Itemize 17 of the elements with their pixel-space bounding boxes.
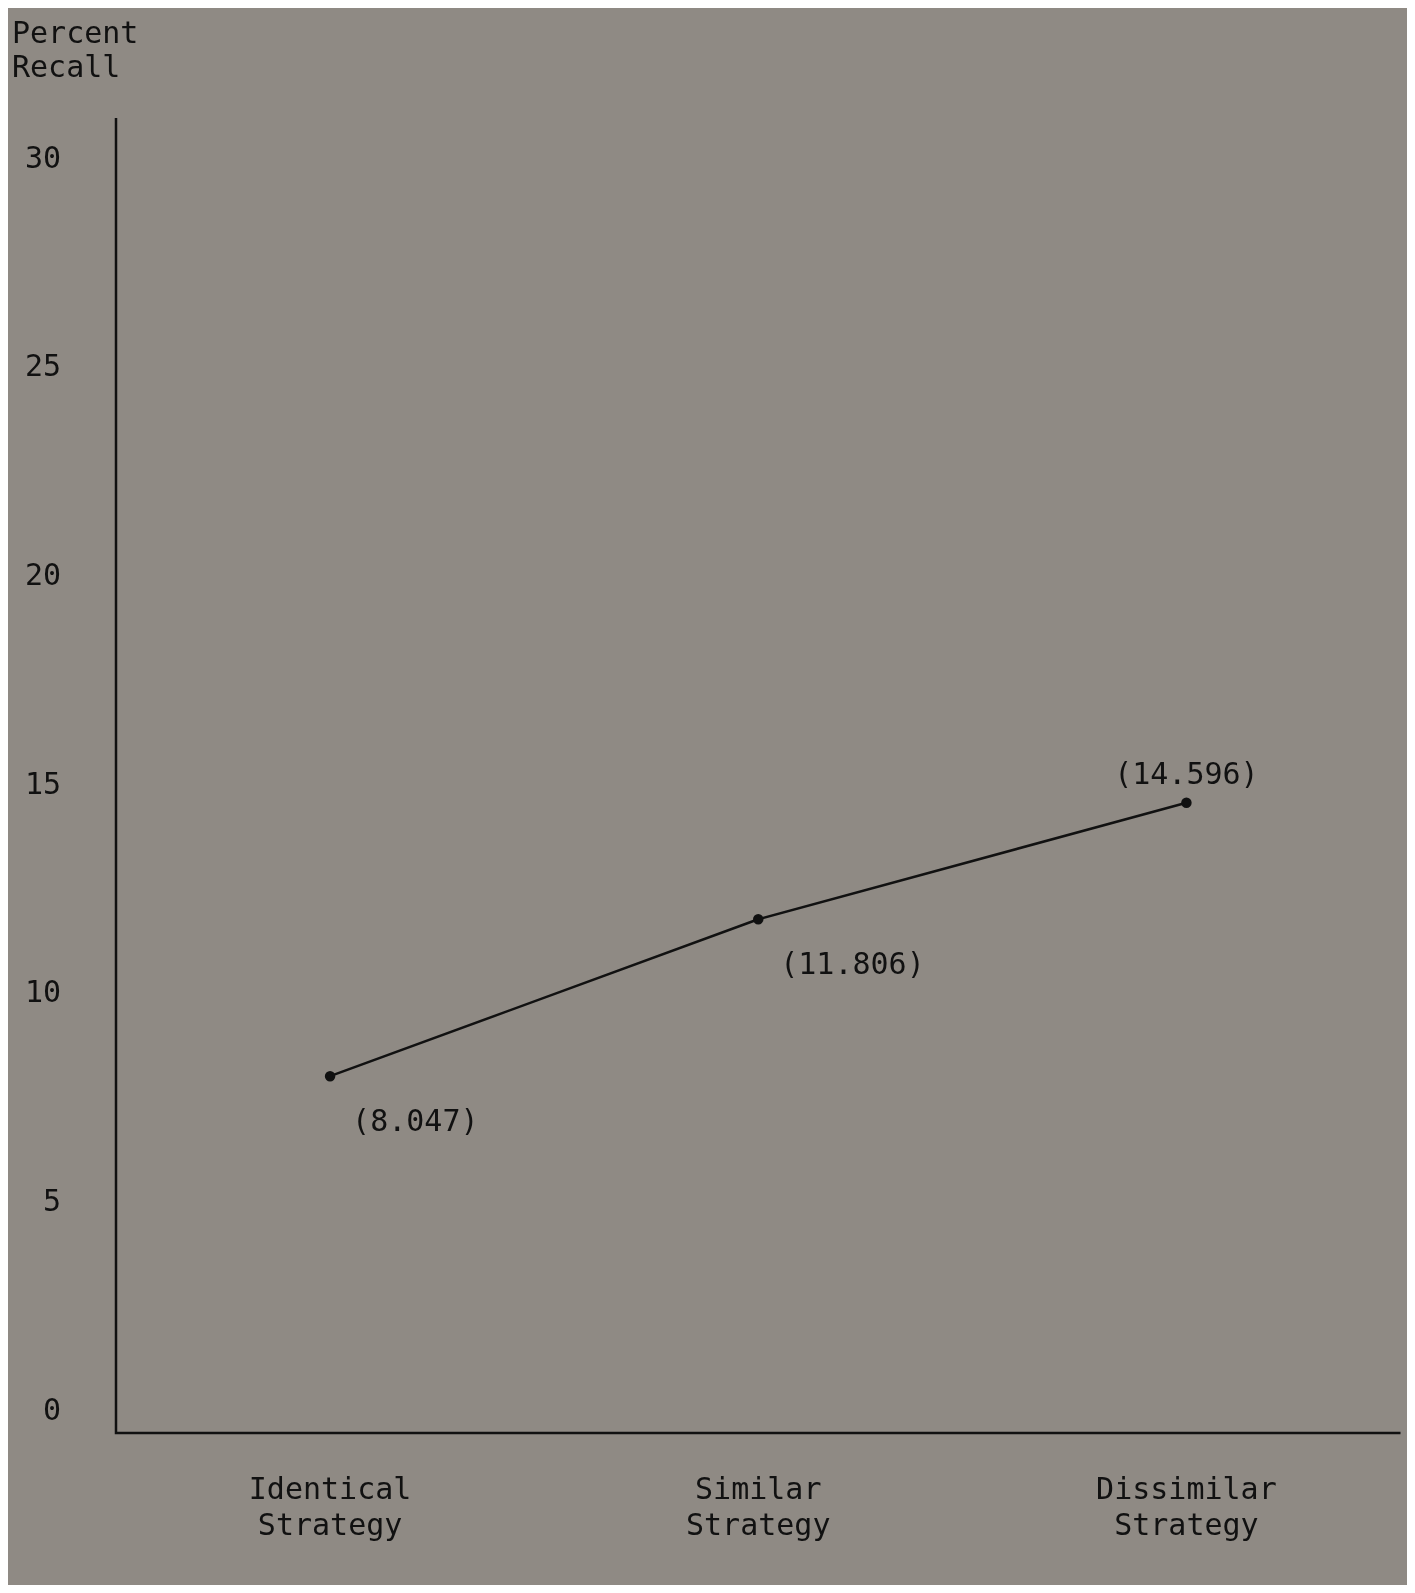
- data-label: (11.806): [780, 946, 925, 982]
- y-tick-label: 15: [24, 765, 61, 801]
- x-tick-label: Similar Strategy: [686, 1470, 831, 1542]
- y-tick-label: 0: [42, 1391, 61, 1427]
- y-tick-label: 25: [24, 348, 61, 384]
- point: [324, 1070, 336, 1082]
- y-tick-label: 5: [42, 1183, 61, 1219]
- y-axis-title: Percent Recall: [12, 14, 139, 84]
- x-tick-label: Identical Strategy: [248, 1470, 412, 1542]
- data-label: (14.596): [1114, 755, 1259, 791]
- y-tick-label: 20: [24, 557, 61, 592]
- x-tick-label: Dissimilar Strategy: [1096, 1470, 1277, 1542]
- data-label: (8.047): [352, 1102, 479, 1138]
- y-tick-label: 30: [24, 139, 61, 175]
- point: [1181, 797, 1192, 809]
- y-tick-label: 10: [24, 974, 61, 1010]
- point: [753, 914, 764, 925]
